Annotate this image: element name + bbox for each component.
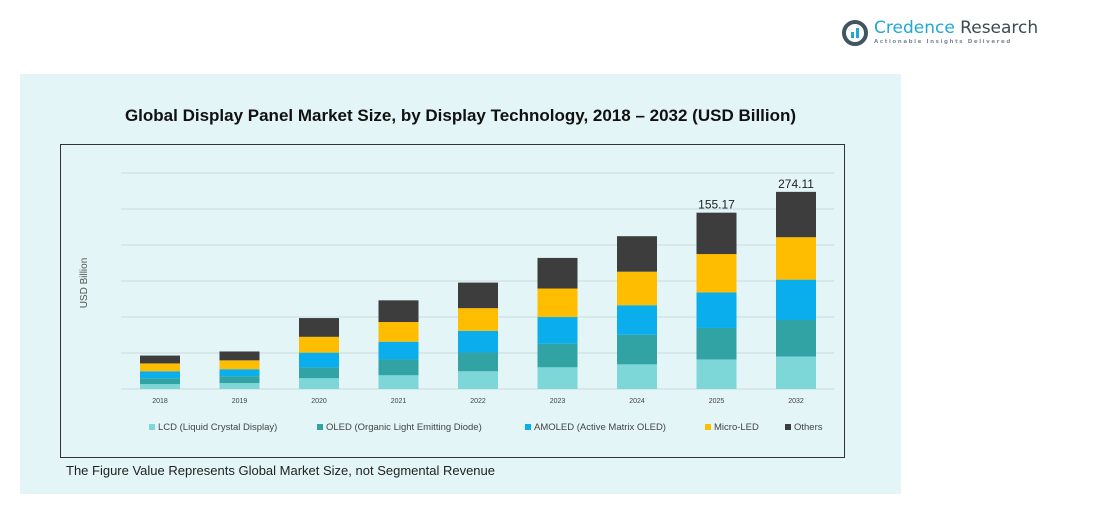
bar-segment-oled [776, 319, 816, 357]
bar-segment-amoled [140, 371, 180, 379]
x-tick-label: 2023 [550, 398, 566, 405]
plot-area: USD Billion 2018 2019 2020 2021 2022 2023 2024 2… [60, 144, 845, 458]
bar-segment-others [219, 351, 260, 361]
bar-segment-lcd [776, 356, 816, 389]
bar-segment-amoled [219, 369, 260, 377]
bar-segment-micro-led [776, 237, 816, 280]
legend-label: OLED (Organic Light Emitting Diode) [326, 422, 482, 433]
x-tick-label: 2025 [709, 398, 725, 405]
brand-name: Credence Research [874, 18, 1039, 39]
bar-segment-amoled [537, 317, 578, 344]
legend-label: LCD (Liquid Crystal Display) [158, 422, 277, 433]
chart-title: Global Display Panel Market Size, by Dis… [124, 106, 797, 125]
x-tick-label: 2019 [232, 398, 248, 405]
legend-swatch-lcd [149, 424, 155, 430]
bar-segment-oled [219, 376, 260, 384]
bar-segment-oled [140, 378, 180, 385]
bar-segment-others [776, 191, 816, 238]
legend-swatch-micro-led [705, 424, 711, 430]
bar-segment-oled [458, 352, 498, 372]
data-label: 155.17 [698, 198, 735, 212]
bar-segment-lcd [617, 364, 657, 389]
bar-segment-others [299, 318, 339, 337]
bar-segment-oled [299, 367, 339, 379]
legend-swatch-amoled [525, 424, 531, 430]
bar-segment-lcd [537, 367, 578, 389]
legend-label: Others [794, 422, 823, 433]
bar-segment-micro-led [458, 308, 498, 331]
legend-label: AMOLED (Active Matrix OLED) [534, 422, 666, 433]
x-tick-label: 2022 [470, 398, 486, 405]
bar-segment-others [458, 282, 498, 309]
bar-segment-others [696, 212, 737, 255]
brand-tagline: Actionable Insights Delivered [874, 39, 1012, 46]
bar-segment-oled [696, 327, 737, 360]
bar-segment-lcd [696, 359, 737, 389]
bar-segment-oled [378, 359, 419, 376]
data-label: 274.11 [778, 177, 814, 191]
bar-segment-others [140, 355, 180, 364]
x-tick-label: 2018 [152, 398, 168, 405]
y-axis-label: USD Billion [79, 258, 90, 309]
bar-segment-amoled [776, 279, 816, 320]
bar-segment-amoled [617, 305, 657, 335]
bar-segment-micro-led [537, 288, 578, 318]
legend-swatch-oled [317, 424, 323, 430]
bar-segment-micro-led [617, 271, 657, 306]
logo-chart-icon [842, 20, 868, 46]
bar-segment-micro-led [219, 360, 260, 370]
bar-segment-amoled [299, 352, 339, 368]
bar-segment-lcd [140, 384, 180, 389]
legend-swatch-others [785, 424, 791, 430]
brand-logo: Credence Research Actionable Insights De… [842, 20, 1038, 46]
bar-segment-micro-led [299, 336, 339, 353]
bar-segment-lcd [219, 383, 260, 389]
x-tick-label: 2021 [391, 398, 407, 405]
bar-segment-others [617, 236, 657, 272]
chart-svg: USD Billion 2018 2019 2020 2021 2022 2023 2024 2… [79, 172, 834, 433]
bar-segment-micro-led [140, 363, 180, 372]
bar-segment-oled [617, 334, 657, 365]
bar-segment-amoled [696, 292, 737, 328]
bar-segment-micro-led [378, 322, 419, 342]
bar-segment-lcd [378, 375, 419, 389]
bar-segment-others [378, 300, 419, 323]
chart-panel: Global Display Panel Market Size, by Dis… [20, 74, 901, 494]
bar-segment-oled [537, 343, 578, 368]
footnote: The Figure Value Represents Global Marke… [66, 463, 495, 478]
bar-segment-amoled [458, 330, 498, 353]
bar-segment-amoled [378, 341, 419, 360]
bar-segment-others [537, 257, 578, 289]
x-tick-label: 2024 [629, 398, 645, 405]
bar-segment-lcd [299, 378, 339, 389]
x-tick-label: 2020 [311, 398, 327, 405]
bar-segment-micro-led [696, 254, 737, 293]
x-tick-label: 2032 [788, 398, 804, 405]
bar-segment-lcd [458, 371, 498, 389]
legend-label: Micro-LED [714, 422, 759, 433]
